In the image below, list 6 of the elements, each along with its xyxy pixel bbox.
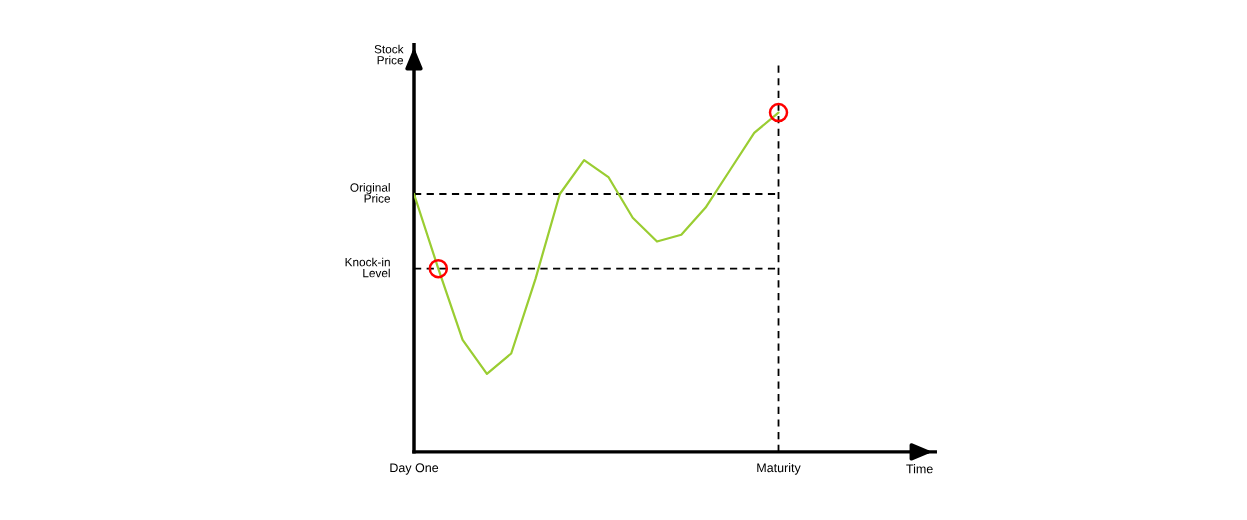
x-tick-label: Maturity bbox=[757, 462, 801, 475]
ref-line-label: Original Price bbox=[350, 183, 391, 203]
y-axis-title: Stock Price bbox=[374, 44, 404, 65]
text: Time bbox=[906, 464, 933, 474]
ref-line-label: Knock-in Level bbox=[345, 257, 390, 278]
x-tick-label: Day One bbox=[390, 463, 439, 475]
